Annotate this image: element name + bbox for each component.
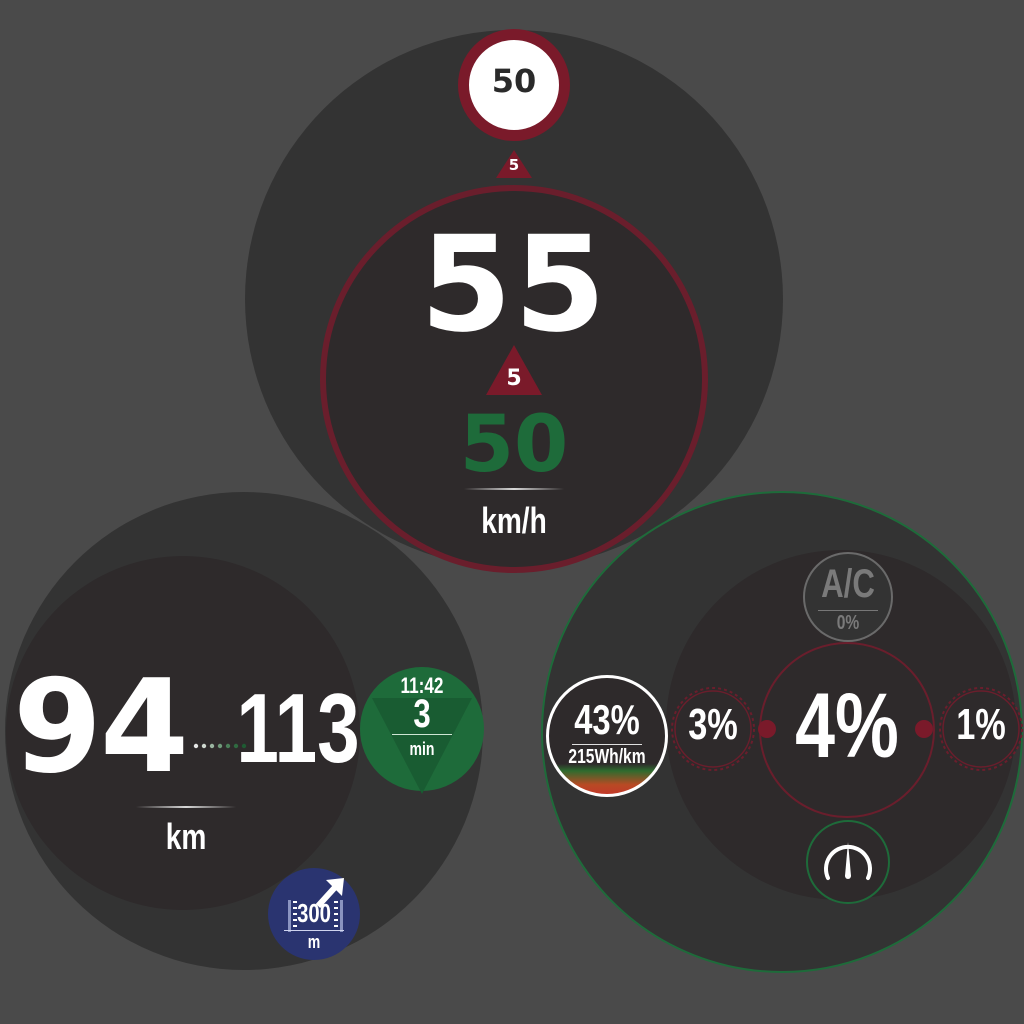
ac-badge <box>803 552 893 642</box>
range-unit: km <box>165 816 207 857</box>
small-triangle-value: 5 <box>508 156 520 174</box>
ac-divider <box>818 610 878 611</box>
battery-consumption: 215Wh/km <box>568 746 646 768</box>
overspeed-value: 5 <box>506 366 522 391</box>
battery-badge <box>546 675 668 797</box>
speed-unit: km/h <box>481 500 547 541</box>
speed-limit-sign <box>458 29 570 141</box>
left-connector-dot <box>758 720 776 738</box>
energy-main-percent: 4% <box>795 675 899 777</box>
battery-percent: 43% <box>574 696 640 743</box>
turn-right-arrow-icon <box>288 878 344 932</box>
eta-minutes: 3 <box>413 692 431 736</box>
speed-divider <box>464 488 564 490</box>
speed-limit-value: 50 <box>491 62 537 100</box>
eta-triangle-icon <box>372 698 472 794</box>
right-connector-dot <box>915 720 933 738</box>
range-inner-dial <box>6 556 360 910</box>
left-gear-ring-icon <box>671 687 755 771</box>
nav-badge <box>268 868 360 960</box>
nav-divider <box>284 930 344 931</box>
nav-unit: m <box>307 932 321 952</box>
battery-divider <box>572 744 642 745</box>
target-speed: 50 <box>459 400 569 490</box>
left-percent: 3% <box>688 700 738 749</box>
ac-label: A/C <box>821 562 875 606</box>
overspeed-triangle-icon <box>486 345 542 395</box>
ac-percent: 0% <box>836 612 860 634</box>
range-secondary: 113 <box>236 673 360 783</box>
eta-divider <box>392 734 452 735</box>
nav-distance: 300 <box>297 898 331 928</box>
range-divider <box>136 806 236 808</box>
right-percent: 1% <box>956 700 1006 749</box>
current-speed: 55 <box>420 208 608 362</box>
eta-time: 11:42 <box>400 673 444 698</box>
gauge-icon <box>824 842 872 880</box>
range-primary: 94 <box>12 653 189 802</box>
right-gear-ring-icon <box>939 687 1023 771</box>
small-warning-triangle-icon <box>496 150 532 178</box>
range-dot-connector <box>193 743 247 749</box>
eta-unit: min <box>409 739 435 759</box>
